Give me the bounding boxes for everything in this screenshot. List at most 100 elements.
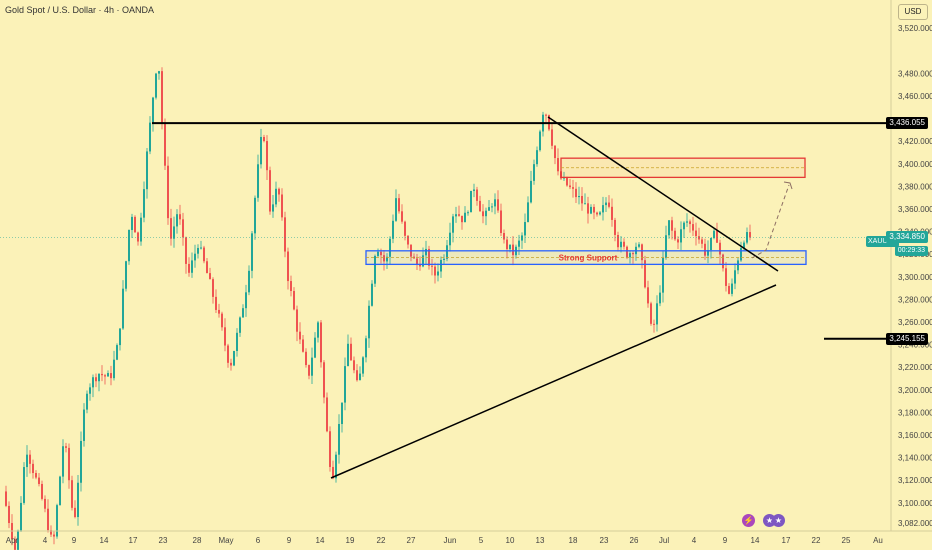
- candle-body: [47, 508, 49, 531]
- candle-body: [191, 260, 193, 273]
- candle-body: [56, 505, 58, 537]
- candle-body: [338, 424, 340, 455]
- time-tick-label: 27: [407, 536, 416, 545]
- candle-body: [131, 216, 133, 231]
- bar-countdown: 00:29:33: [894, 246, 928, 256]
- candle-body: [716, 230, 718, 243]
- candle-body: [743, 242, 745, 249]
- candle-body: [95, 377, 97, 382]
- candle-body: [470, 190, 472, 213]
- candle-body: [623, 241, 625, 247]
- candle-body: [365, 338, 367, 358]
- candle-body: [197, 247, 199, 254]
- candle-body: [416, 258, 418, 265]
- candle-body: [614, 219, 616, 235]
- candlestick-series: [5, 67, 751, 550]
- candle-body: [674, 230, 676, 240]
- candle-body: [506, 239, 508, 250]
- candle-body: [194, 253, 196, 261]
- candle-body: [449, 232, 451, 246]
- candle-body: [440, 259, 442, 272]
- candle-body: [446, 245, 448, 259]
- candle-body: [86, 393, 88, 410]
- candle-body: [641, 244, 643, 261]
- candle-body: [485, 210, 487, 217]
- candle-body: [170, 218, 172, 239]
- candle-body: [695, 230, 697, 237]
- candle-body: [260, 136, 262, 165]
- candle-body: [185, 237, 187, 264]
- candle-body: [659, 292, 661, 304]
- candle-body: [488, 207, 490, 211]
- candle-body: [137, 232, 139, 242]
- candle-body: [278, 188, 280, 195]
- candle-body: [311, 357, 313, 376]
- candle-body: [26, 454, 28, 468]
- candle-body: [491, 206, 493, 208]
- candle-body: [689, 221, 691, 225]
- candle-body: [332, 466, 334, 479]
- candle-body: [356, 370, 358, 381]
- candle-body: [371, 283, 373, 306]
- time-tick-label: Jul: [659, 536, 669, 545]
- candle-body: [710, 238, 712, 251]
- candle-body: [182, 219, 184, 238]
- resistance-price-tag: 3,436.055: [886, 117, 928, 130]
- candle-body: [431, 265, 433, 267]
- candle-body: [20, 502, 22, 531]
- time-tick-label: May: [218, 536, 233, 545]
- candle-body: [344, 366, 346, 403]
- candle-body: [317, 322, 319, 338]
- symbol-title: Gold Spot / U.S. Dollar · 4h · OANDA: [5, 5, 155, 15]
- last-price-tag: 3,334.850: [886, 231, 928, 244]
- candle-body: [287, 251, 289, 282]
- candle-body: [476, 189, 478, 201]
- candle-body: [107, 373, 109, 377]
- candle-body: [404, 221, 406, 236]
- candle-body: [272, 204, 274, 212]
- ticker-tag: XAUUSD: [866, 236, 900, 247]
- candle-body: [626, 246, 628, 258]
- us-flag-icon[interactable]: ★: [772, 514, 785, 527]
- candle-body: [383, 255, 385, 262]
- candle-body: [116, 345, 118, 360]
- candle-body: [188, 263, 190, 273]
- candle-body: [89, 387, 91, 394]
- candle-body: [302, 339, 304, 352]
- candle-body: [437, 271, 439, 276]
- candle-body: [677, 239, 679, 243]
- candle-body: [155, 73, 157, 98]
- lightning-icon[interactable]: ⚡: [742, 514, 755, 527]
- time-tick-label: 14: [100, 536, 109, 545]
- candle-body: [359, 373, 361, 381]
- time-tick-label: 4: [692, 536, 697, 545]
- candle-body: [35, 473, 37, 478]
- time-tick-label: 26: [630, 536, 639, 545]
- candle-body: [740, 248, 742, 261]
- candle-body: [665, 235, 667, 258]
- candle-body: [77, 482, 79, 518]
- time-tick-label: 4: [43, 536, 48, 545]
- time-tick-label: 22: [377, 536, 386, 545]
- candle-body: [128, 230, 130, 262]
- candle-body: [41, 483, 43, 499]
- price-tick-label: 3,380.000: [898, 182, 932, 191]
- candle-body: [335, 454, 337, 479]
- candle-body: [569, 185, 571, 188]
- projection-path: [751, 184, 790, 259]
- candle-body: [161, 71, 163, 124]
- time-tick-label: 19: [346, 536, 355, 545]
- currency-button[interactable]: USD: [898, 4, 928, 20]
- candle-body: [374, 255, 376, 284]
- candle-body: [713, 230, 715, 239]
- candle-body: [683, 222, 685, 230]
- candle-body: [728, 285, 730, 294]
- candle-body: [455, 214, 457, 217]
- time-tick-label: 9: [72, 536, 77, 545]
- candle-body: [536, 150, 538, 165]
- candle-body: [227, 345, 229, 363]
- candle-body: [698, 236, 700, 240]
